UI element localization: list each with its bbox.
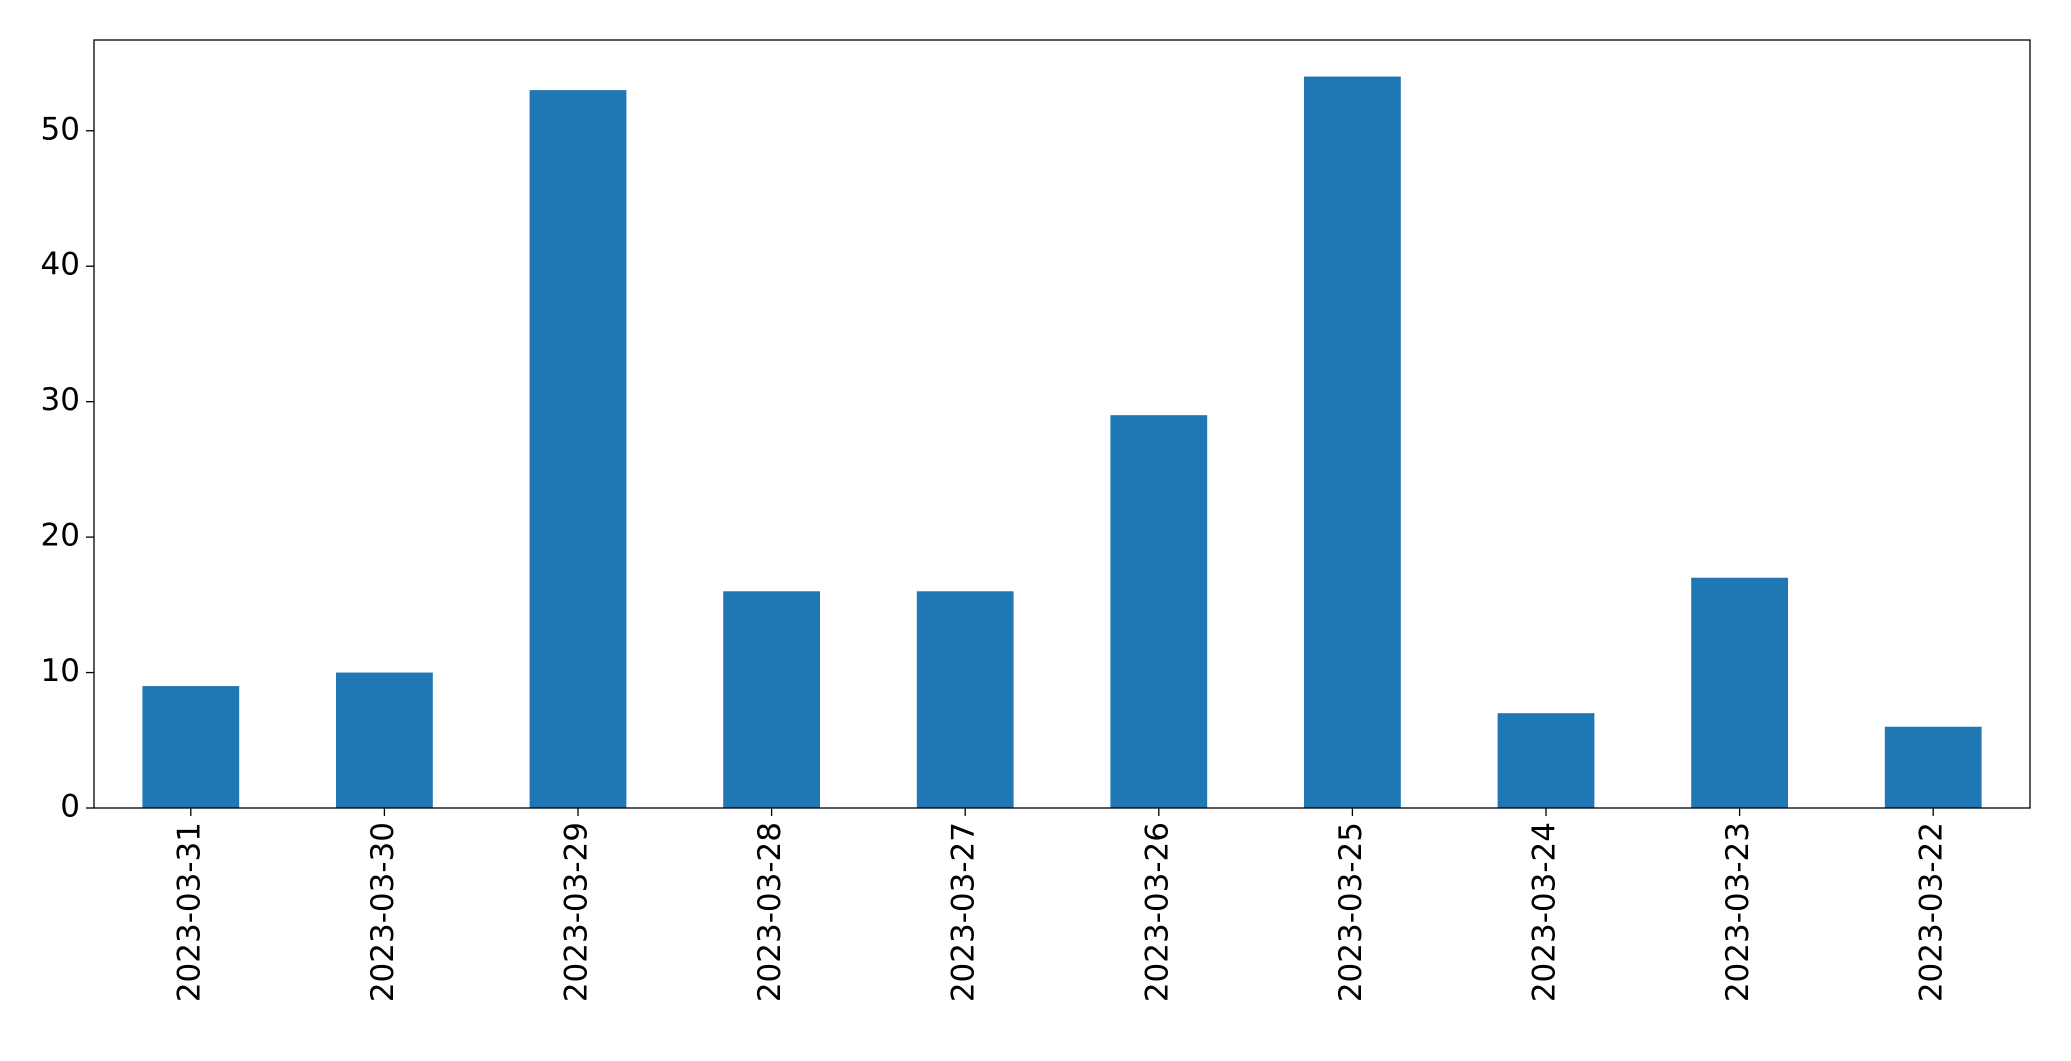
bar bbox=[336, 672, 433, 808]
bar bbox=[142, 686, 240, 808]
bar bbox=[1691, 577, 1788, 808]
x-tick-label: 2023-03-25 bbox=[1333, 822, 1369, 1002]
y-tick-label: 30 bbox=[41, 382, 80, 418]
bar bbox=[529, 90, 627, 809]
x-tick-label: 2023-03-24 bbox=[1527, 822, 1563, 1002]
bar bbox=[1497, 713, 1595, 808]
bar bbox=[1304, 76, 1401, 809]
bar bbox=[1110, 415, 1208, 808]
x-tick-label: 2023-03-28 bbox=[752, 822, 788, 1002]
x-tick-label: 2023-03-30 bbox=[365, 822, 401, 1002]
x-tick-label: 2023-03-23 bbox=[1720, 822, 1756, 1002]
bar bbox=[916, 591, 1014, 808]
y-tick-label: 10 bbox=[41, 653, 80, 689]
x-tick-label: 2023-03-26 bbox=[1139, 822, 1175, 1002]
x-tick-label: 2023-03-29 bbox=[559, 822, 595, 1002]
y-tick-label: 20 bbox=[41, 518, 80, 554]
y-tick-label: 40 bbox=[41, 247, 80, 283]
y-tick-label: 0 bbox=[60, 789, 80, 825]
x-tick-label: 2023-03-27 bbox=[946, 822, 982, 1002]
bar bbox=[1884, 726, 1982, 808]
y-tick-label: 50 bbox=[41, 111, 80, 147]
x-tick-label: 2023-03-22 bbox=[1914, 822, 1950, 1002]
x-tick-label: 2023-03-31 bbox=[171, 822, 207, 1002]
axes-frame bbox=[93, 39, 2031, 809]
bar bbox=[723, 591, 820, 808]
